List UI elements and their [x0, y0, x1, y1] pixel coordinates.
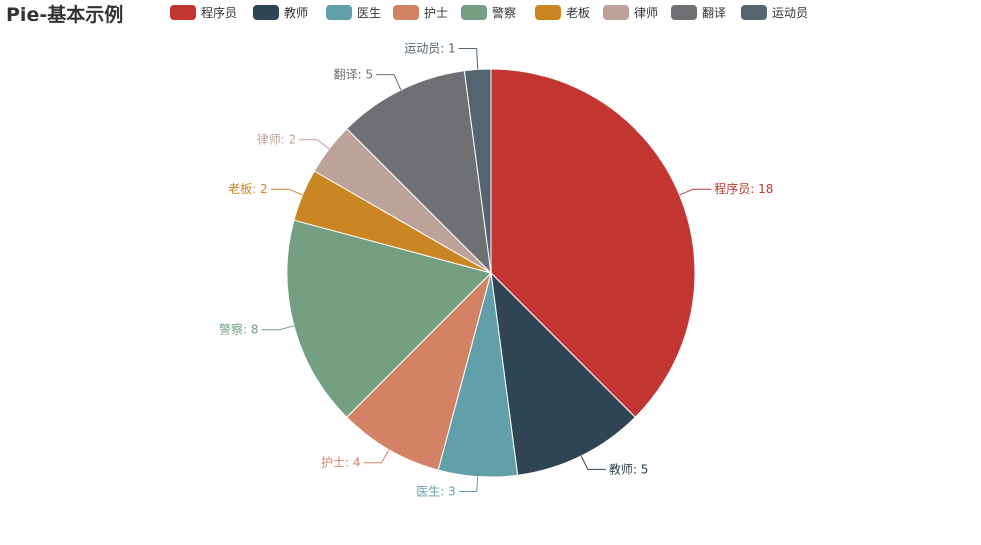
- pie-slice[interactable]: [463, 68, 492, 274]
- legend-label: 运动员: [772, 6, 808, 20]
- label-text: 警察: 8: [219, 322, 259, 337]
- legend-label: 翻译: [702, 6, 726, 20]
- slice-label: 运动员: 1: [404, 42, 479, 70]
- chart-title: Pie-基本示例: [6, 3, 123, 26]
- label-leader-line: [376, 74, 402, 91]
- legend-label: 医生: [357, 6, 381, 20]
- label-text: 医生: 3: [416, 485, 456, 499]
- legend-label: 老板: [566, 6, 590, 20]
- pie-slice[interactable]: [490, 271, 636, 476]
- label-leader-line: [458, 48, 479, 70]
- legend-label: 教师: [284, 5, 308, 20]
- slice-label: 程序员: 18: [679, 181, 773, 196]
- label-leader-line: [458, 476, 479, 492]
- slice-label: 翻译: 5: [334, 68, 402, 91]
- legend-swatch: [326, 5, 352, 20]
- legend-swatch: [461, 5, 487, 20]
- label-text: 翻译: 5: [334, 68, 374, 82]
- legend-item[interactable]: 律师: [603, 5, 658, 20]
- legend: 程序员 教师 医生 护士 警察 老板 律师 翻译 运动员: [170, 5, 808, 20]
- pie-slice[interactable]: [346, 271, 492, 471]
- label-text: 老板: 2: [228, 182, 268, 196]
- pie-slice[interactable]: [346, 70, 492, 275]
- legend-swatch: [170, 5, 196, 20]
- legend-item[interactable]: 教师: [253, 5, 308, 20]
- label-text: 教师: 5: [609, 461, 649, 476]
- legend-item[interactable]: 护士: [393, 5, 448, 20]
- legend-swatch: [603, 5, 629, 20]
- legend-label: 律师: [634, 6, 658, 20]
- label-leader-line: [679, 188, 712, 196]
- legend-swatch: [741, 5, 767, 20]
- legend-label: 护士: [424, 6, 448, 20]
- slice-labels: 程序员: 18 教师: 5 医生: 3 护士: 4 警察: 8 老板: 2 律师: 2 翻译:…: [219, 42, 773, 499]
- label-text: 程序员: 18: [714, 181, 773, 196]
- label-text: 律师: 2: [257, 133, 297, 147]
- slice-label: 医生: 3: [416, 476, 479, 499]
- legend-label: 程序员: [201, 5, 237, 20]
- legend-item[interactable]: 老板: [535, 5, 590, 20]
- label-text: 运动员: 1: [404, 42, 456, 56]
- legend-item[interactable]: 程序员: [170, 5, 237, 20]
- label-text: 护士: 4: [321, 456, 361, 470]
- slice-label: 律师: 2: [257, 133, 330, 150]
- label-leader-line: [261, 325, 295, 331]
- legend-item[interactable]: 警察: [461, 5, 516, 20]
- legend-item[interactable]: 翻译: [671, 5, 726, 20]
- legend-label: 警察: [492, 5, 516, 20]
- legend-swatch: [535, 5, 561, 20]
- slice-label: 教师: 5: [580, 455, 649, 476]
- legend-swatch: [671, 5, 697, 20]
- label-leader-line: [299, 139, 330, 150]
- pie-slices: [286, 68, 696, 478]
- label-leader-line: [363, 449, 390, 464]
- label-leader-line: [270, 188, 303, 196]
- label-leader-line: [580, 455, 606, 470]
- legend-item[interactable]: 医生: [326, 5, 381, 20]
- pie-slice[interactable]: [490, 68, 696, 418]
- slice-label: 警察: 8: [219, 322, 295, 337]
- legend-swatch: [253, 5, 279, 20]
- legend-item[interactable]: 运动员: [741, 5, 808, 20]
- legend-swatch: [393, 5, 419, 20]
- slice-label: 护士: 4: [321, 449, 390, 470]
- slice-label: 老板: 2: [228, 182, 303, 196]
